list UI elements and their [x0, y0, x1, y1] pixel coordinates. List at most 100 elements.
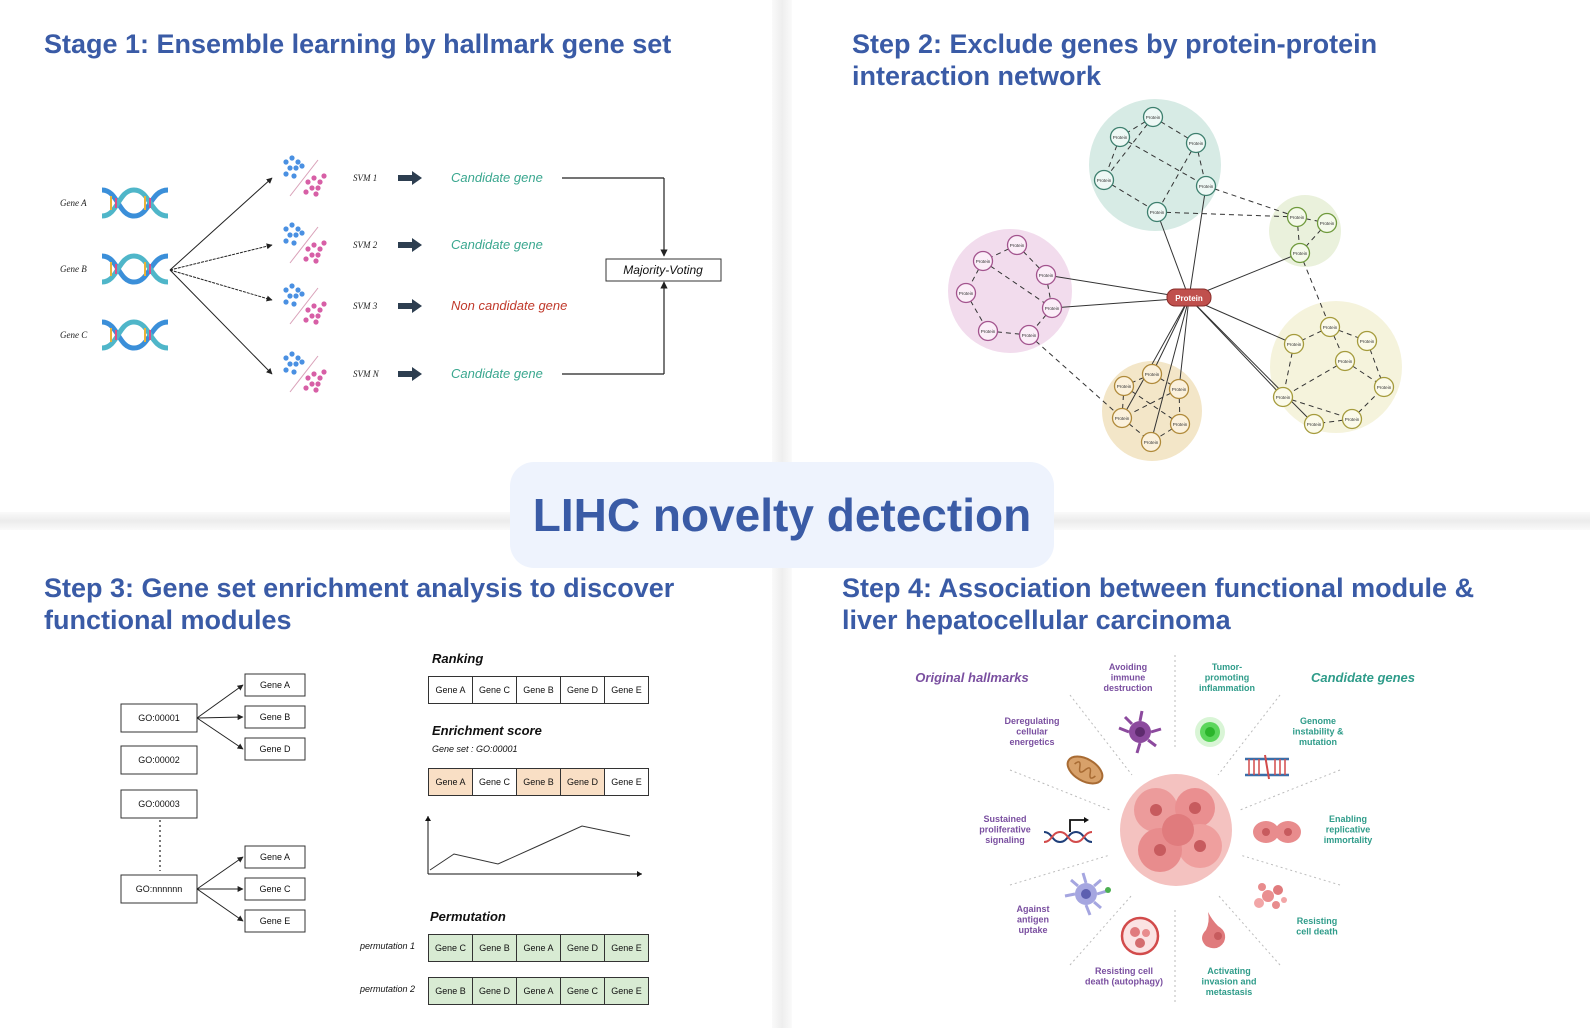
stage1-diagram: Gene A Gene B Gene C SVM 1 Candidate gene…: [60, 155, 722, 393]
protein-node: [1316, 212, 1338, 234]
hallmark-label: Activating invasion and metastasis: [1201, 966, 1256, 997]
protein-node-label: Protein: [1115, 416, 1130, 421]
protein-node-label: Protein: [1320, 221, 1335, 226]
step2-title: Step 2: Exclude genes by protein-protein…: [852, 28, 1377, 92]
majority-voting-box: [605, 258, 722, 282]
protein-node: [1035, 264, 1057, 286]
svm-result: Candidate gene: [451, 170, 543, 185]
data-points-icon: [283, 351, 327, 393]
svm-result: Non candidate gene: [451, 298, 567, 313]
gene-cell: Gene A: [516, 977, 561, 1005]
protein-node: [1303, 413, 1325, 435]
immune-cell-icon: [1118, 710, 1162, 754]
gene-cell: Gene C: [560, 977, 605, 1005]
gene-label: Gene B: [260, 712, 291, 722]
protein-node: [1111, 407, 1133, 429]
dna-mutation-icon: [1245, 754, 1289, 780]
inflammation-icon: [1195, 717, 1225, 747]
enrichment-curve: [425, 816, 642, 877]
gene-cell: Gene E: [604, 768, 649, 796]
protein-node-label: Protein: [981, 329, 996, 334]
protein-node: [1286, 206, 1308, 228]
gene-cell: Gene D: [472, 977, 517, 1005]
hallmark-label: Deregulating cellular energetics: [1004, 716, 1059, 747]
gene-cell: Gene D: [560, 768, 605, 796]
step2-title-line1: Step 2: Exclude genes by protein-protein: [852, 29, 1378, 59]
protein-node: [1169, 413, 1191, 435]
protein-node-label: Protein: [976, 259, 991, 264]
protein-node-label: Protein: [1276, 395, 1291, 400]
step2-title-line2: interaction network: [852, 61, 1102, 91]
gene-a-label: Gene A: [60, 198, 87, 208]
hallmark-label: Resisting cell death (autophagy): [1085, 966, 1163, 987]
hallmark-label: Avoiding immune destruction: [1103, 662, 1152, 693]
gene-cell: Gene B: [516, 768, 561, 796]
permutation-label: Permutation: [430, 909, 506, 924]
protein-node-label: Protein: [1290, 215, 1305, 220]
protein-node: [1272, 386, 1294, 408]
gene-label: Gene A: [260, 852, 290, 862]
protein-node-label: Protein: [1172, 387, 1187, 392]
protein-node-label: Protein: [1307, 422, 1322, 427]
original-hallmarks-label: Original hallmarks: [915, 670, 1028, 685]
arrow-right-icon: [398, 299, 422, 313]
protein-node: [1334, 350, 1356, 372]
protein-node: [1185, 132, 1207, 154]
protein-node-label: Protein: [1173, 422, 1188, 427]
svm-result: Candidate gene: [451, 366, 543, 381]
tumor-cell-cluster-icon: [1120, 774, 1232, 886]
gene-cell: Gene D: [560, 676, 605, 704]
candidate-genes-label: Candidate genes: [1311, 670, 1415, 685]
permutation2-label: permutation 2: [360, 984, 416, 994]
gene-cell: Gene E: [604, 676, 649, 704]
enrichment-row: Gene A Gene C Gene B Gene D Gene E: [428, 768, 649, 796]
protein-node: [1109, 126, 1131, 148]
step3-title-line1: Step 3: Gene set enrichment analysis to …: [44, 573, 675, 603]
gene-c-label: Gene C: [60, 330, 88, 340]
gene-label: Gene E: [260, 916, 291, 926]
protein-node-label: Protein: [1010, 243, 1025, 248]
gene-box: [244, 705, 306, 729]
svm-row: SVM N Candidate gene: [283, 351, 543, 393]
protein-node-label: Protein: [1146, 115, 1161, 120]
antigen-cell-icon: [1064, 872, 1111, 916]
svm-label: SVM 1: [353, 173, 377, 183]
protein-node: [1341, 408, 1363, 430]
data-points-icon: [283, 155, 327, 197]
step4-title-line2: liver hepatocellular carcinoma: [842, 605, 1231, 635]
protein-node: [1195, 175, 1217, 197]
protein-node-label: Protein: [1338, 359, 1353, 364]
protein-node: [1093, 169, 1115, 191]
center-title-box: LIHC novelty detection: [510, 462, 1054, 568]
gene-cell: Gene E: [604, 977, 649, 1005]
svm-result: Candidate gene: [451, 237, 543, 252]
dna-icon: [101, 187, 169, 219]
metastasis-icon: [1202, 912, 1226, 949]
svm-row: SVM 1 Candidate gene: [283, 155, 543, 197]
cell-death-icon: [1254, 883, 1287, 909]
permutation2-row: Gene B Gene D Gene A Gene C Gene E: [428, 977, 649, 1005]
protein-node-label: Protein: [959, 291, 974, 296]
arrow-right-icon: [398, 171, 422, 185]
protein-node-label: Protein: [1323, 325, 1338, 330]
protein-node: [1146, 201, 1168, 223]
go-tree: GO:00001 GO:00002 GO:00003 GO:nnnnnn Gene A G…: [120, 673, 306, 933]
protein-node: [1373, 376, 1395, 398]
enrichment-label: Enrichment score: [432, 723, 542, 738]
gene-cell: Gene C: [472, 768, 517, 796]
go-term-box: [120, 789, 198, 819]
gene-cell: Gene C: [428, 934, 473, 962]
svm-label: SVM 3: [353, 301, 378, 311]
go-term-box: [120, 745, 198, 775]
gene-box: [244, 909, 306, 933]
step3-title: Step 3: Gene set enrichment analysis to …: [44, 572, 674, 636]
go-term-box: [120, 703, 198, 733]
dna-signaling-icon: [1043, 817, 1093, 844]
gene-cell: Gene A: [516, 934, 561, 962]
svm-row: SVM 3 Non candidate gene: [283, 283, 567, 325]
gene-cell: Gene B: [472, 934, 517, 962]
hallmark-label: Enabling replicative immortality: [1324, 814, 1373, 845]
step4-title-line1: Step 4: Association between functional m…: [842, 573, 1475, 603]
permutation1-row: Gene C Gene B Gene A Gene D Gene E: [428, 934, 649, 962]
gene-cell: Gene B: [516, 676, 561, 704]
